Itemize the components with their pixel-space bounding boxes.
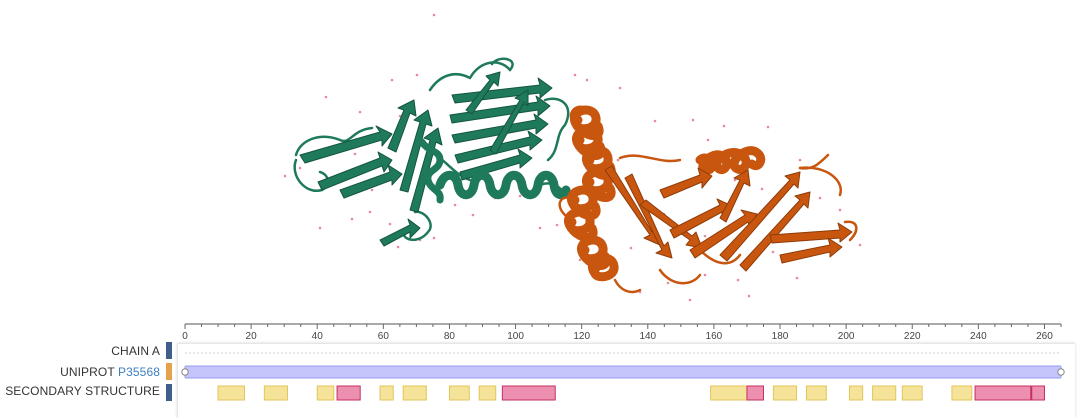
beta-strand[interactable] (263, 385, 288, 401)
beta-strand[interactable] (901, 385, 923, 401)
beta-strand[interactable] (710, 385, 748, 401)
ruler-tick-label: 0 (182, 331, 188, 342)
feature-tracks[interactable] (178, 344, 1075, 418)
uniprot-end-handle[interactable] (1057, 368, 1065, 376)
protein-3d-model[interactable] (0, 0, 1080, 318)
water-molecules (283, 13, 862, 302)
uniprot-label: UNIPROT P35568 (60, 365, 160, 379)
ruler-tick-label: 60 (378, 331, 390, 342)
ruler-tick-label: 20 (246, 331, 258, 342)
alpha-helix[interactable] (746, 385, 764, 401)
ruler-tick-label: 180 (772, 331, 789, 342)
ruler-tick-label: 100 (507, 331, 524, 342)
uniprot-mapping-bar[interactable] (184, 365, 1062, 379)
beta-strand[interactable] (951, 385, 973, 401)
beta-strand[interactable] (448, 385, 470, 401)
structure-viewer[interactable] (0, 0, 1080, 318)
alpha-helix[interactable] (501, 385, 556, 401)
uniprot-color-bar (166, 363, 172, 380)
beta-strand[interactable] (872, 385, 897, 401)
beta-strand[interactable] (217, 385, 246, 401)
beta-strand[interactable] (478, 385, 497, 401)
beta-strand[interactable] (379, 385, 394, 401)
chain-color-bar (166, 342, 172, 359)
ruler-tick-label: 40 (312, 331, 324, 342)
protein-domain-teal (293, 57, 571, 247)
uniprot-accession-link[interactable]: P35568 (118, 365, 160, 379)
beta-strand[interactable] (848, 385, 864, 401)
secondary-color-bar (166, 384, 172, 401)
uniprot-prefix: UNIPROT (60, 365, 115, 379)
beta-strand[interactable] (772, 385, 798, 401)
sequence-ruler: 0 20 40 60 80 100 120 140 160 180 200 220 240 260 (182, 323, 1062, 342)
ruler-tick-label: 240 (970, 331, 987, 342)
secondary-structure-label: SECONDARY STRUCTURE (5, 384, 160, 398)
alpha-helix[interactable] (336, 385, 361, 401)
ruler-tick-label: 120 (573, 331, 590, 342)
beta-strand[interactable] (402, 385, 427, 401)
alpha-helix[interactable] (974, 385, 1045, 401)
ruler-tick-label: 80 (444, 331, 456, 342)
ruler-tick-label: 260 (1036, 331, 1053, 342)
chain-label: CHAIN A (111, 344, 160, 358)
uniprot-start-handle[interactable] (181, 368, 189, 376)
ruler-tick-label: 140 (639, 331, 656, 342)
ruler-tick-label: 220 (904, 331, 921, 342)
protein-domain-orange (558, 105, 858, 294)
beta-strand[interactable] (316, 385, 335, 401)
feature-panel[interactable] (177, 343, 1075, 418)
sequence-tracks: 0 20 40 60 80 100 120 140 160 180 200 220 240 260 CHA… (0, 318, 1080, 418)
beta-strand[interactable] (805, 385, 827, 401)
ruler-tick-label: 200 (838, 331, 855, 342)
ruler-tick-label: 160 (706, 331, 723, 342)
